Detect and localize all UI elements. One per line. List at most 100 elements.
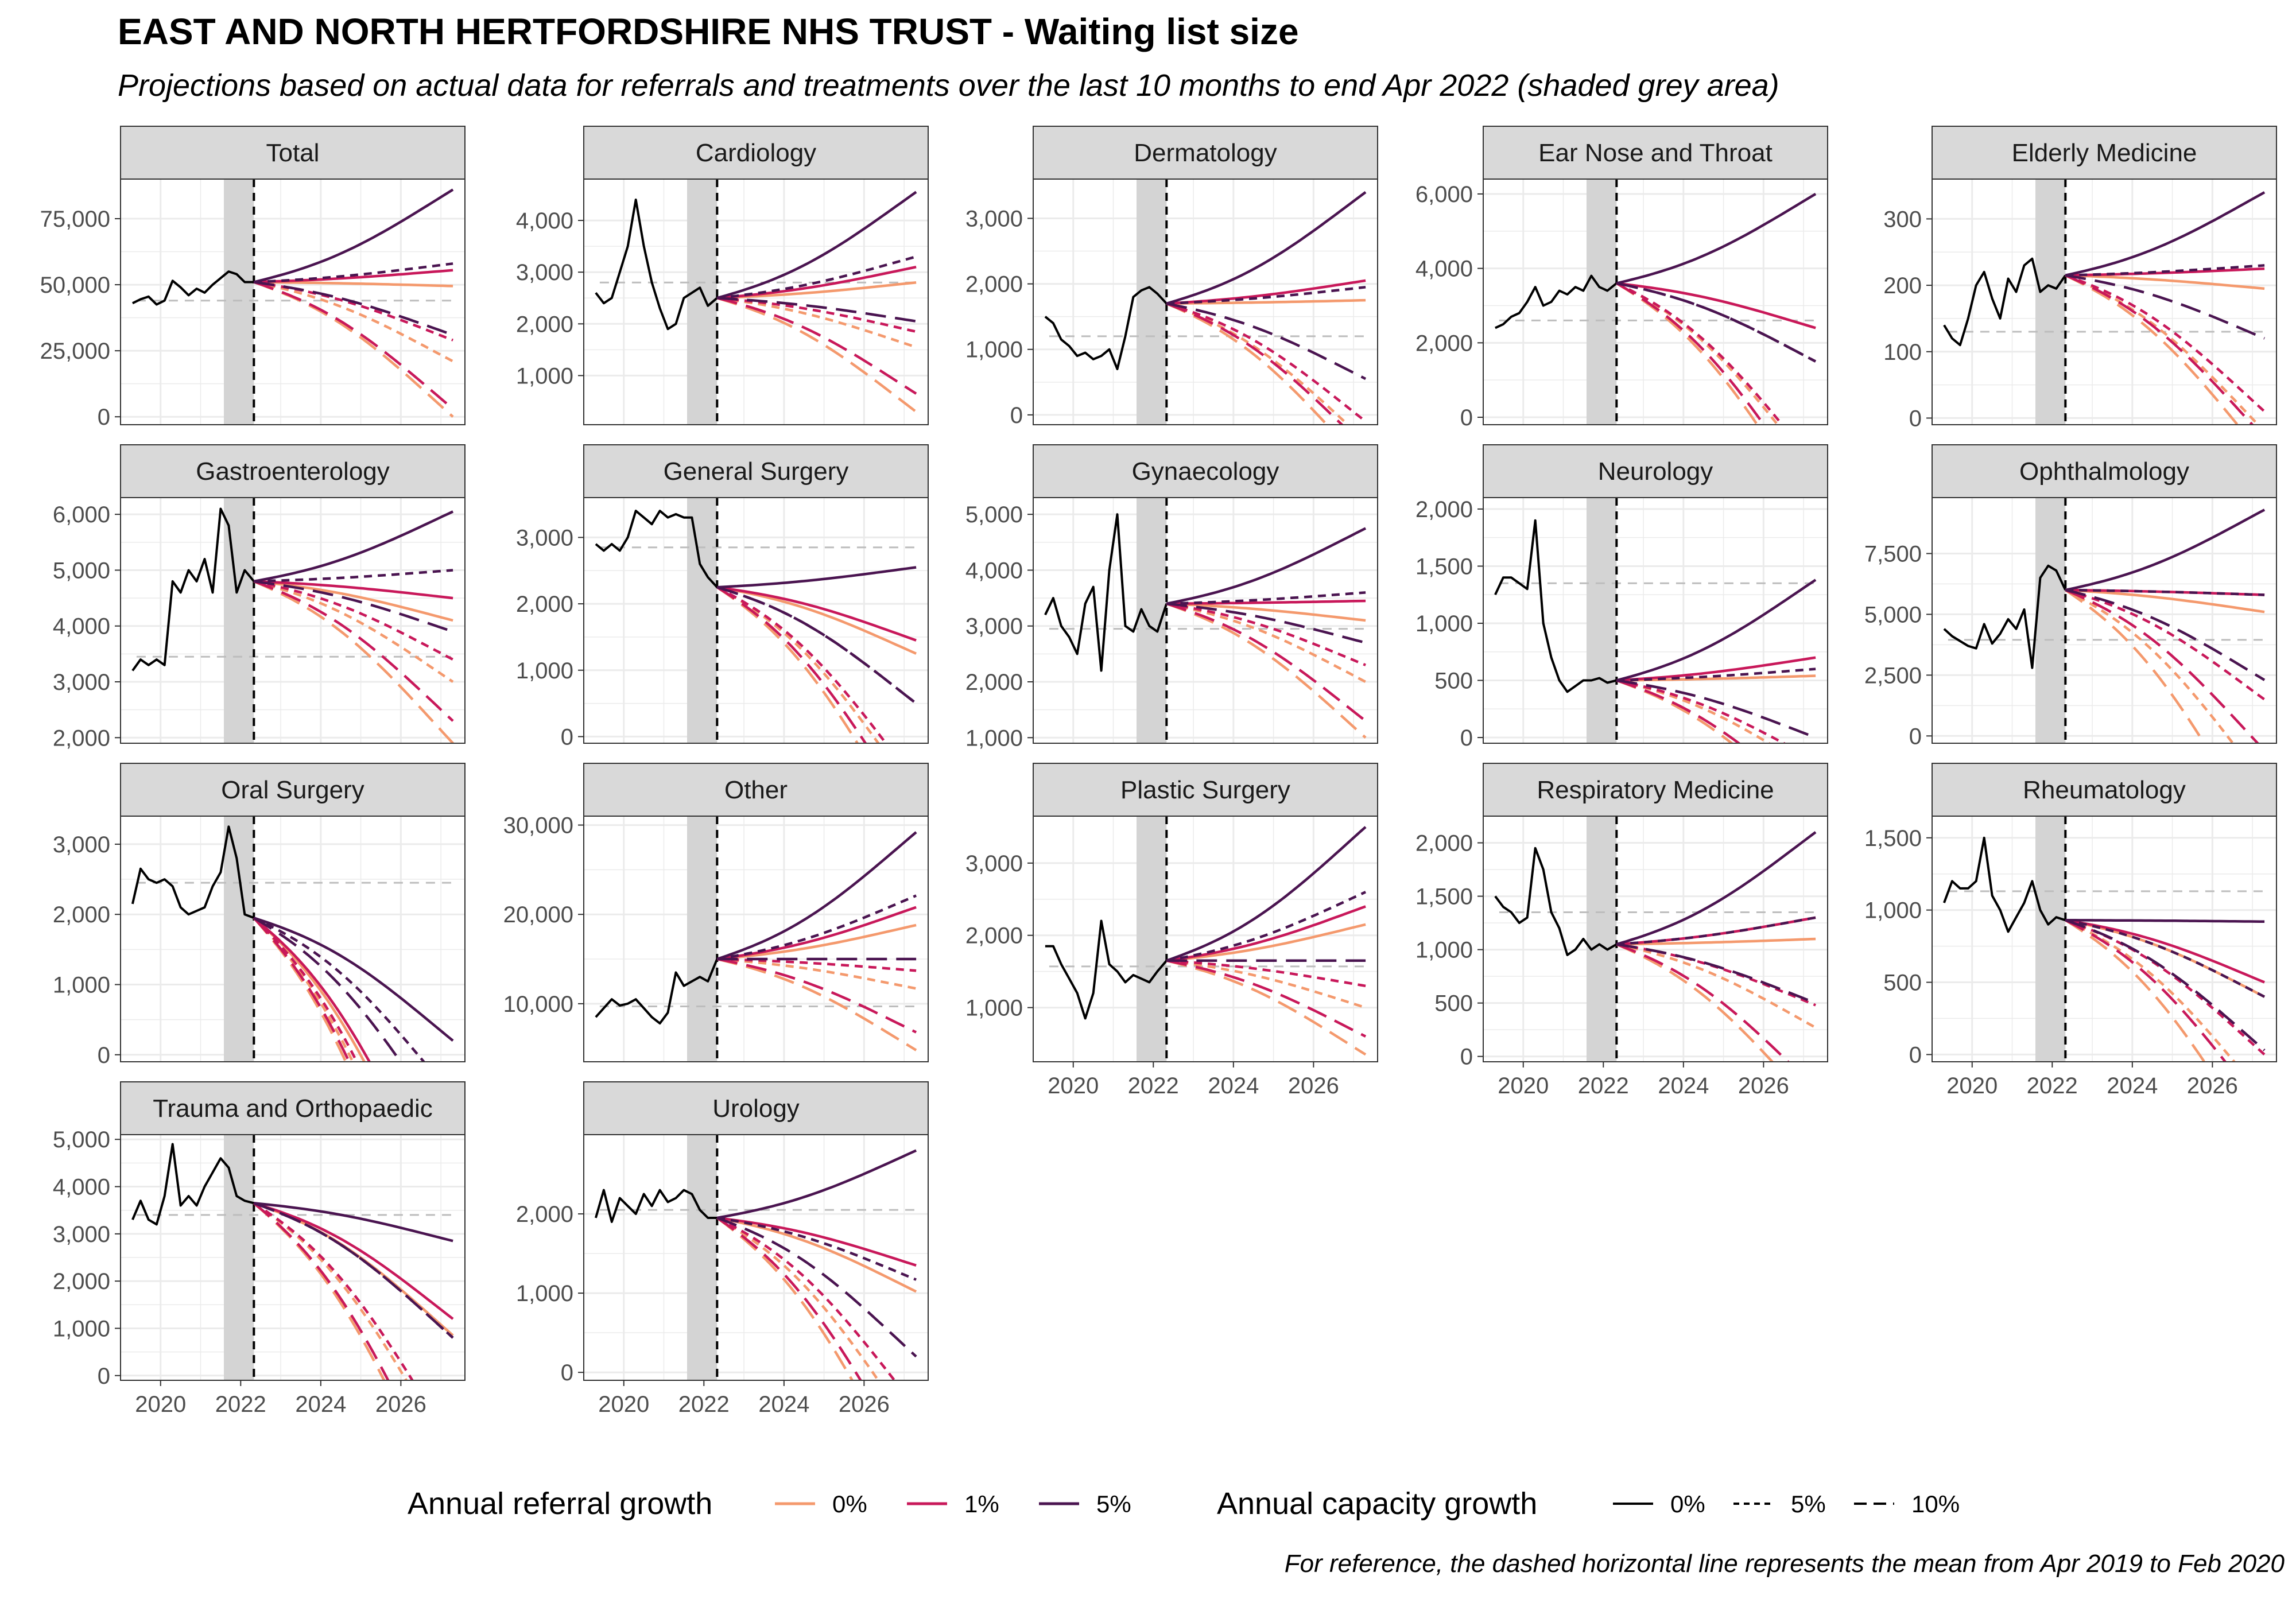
x-tick-label: 2020 — [1048, 1073, 1099, 1098]
facet-plastic-surgery: Plastic Surgery 1,000 2,000 3,000 2020 2022 20… — [965, 763, 1378, 1098]
y-tick-label: 1,000 — [53, 1316, 110, 1341]
panel-border — [120, 178, 466, 425]
panel-marks — [595, 179, 917, 425]
y-tick-label: 2,000 — [965, 923, 1023, 949]
projection-line — [1166, 602, 1367, 739]
shaded-period — [224, 816, 254, 1062]
y-tick-label: 4,000 — [53, 1175, 110, 1200]
projection-line — [2065, 274, 2260, 425]
projection-line — [254, 1202, 453, 1243]
projection-line — [1166, 826, 1367, 962]
projection-line — [2065, 589, 2206, 743]
y-tick-label: 0 — [561, 1360, 573, 1385]
facet-ophthalmology: Ophthalmology 0 2,500 5,000 7,500 — [1864, 444, 2277, 749]
facet-strip — [1033, 444, 1378, 498]
projection-line — [2065, 588, 2265, 596]
projection-line — [1166, 923, 1366, 962]
actual-line — [595, 510, 718, 588]
x-tick-label: 2024 — [1208, 1073, 1259, 1098]
y-tick-label: 3,000 — [965, 851, 1023, 876]
x-tick-label: 2026 — [839, 1392, 890, 1417]
y-tick-label: 4,000 — [1415, 257, 1473, 282]
projection-line — [716, 1217, 854, 1380]
x-tick-label: 2026 — [2187, 1073, 2238, 1098]
projection-line — [716, 585, 917, 642]
panel-marks — [1943, 816, 2266, 1062]
panel-border — [1932, 178, 2277, 425]
y-tick-label: 0 — [1909, 724, 1922, 749]
facet-strip-label: Ophthalmology — [2019, 457, 2189, 486]
y-tick-label: 0 — [98, 1043, 110, 1068]
shaded-period — [687, 816, 718, 1062]
legend-label-referral: 0% — [832, 1490, 867, 1517]
projection-line — [2065, 264, 2265, 277]
y-tick-label: 3,000 — [53, 832, 110, 857]
y-tick-label: 0 — [1909, 406, 1922, 431]
facet-strip-label: Trauma and Orthopaedic — [153, 1094, 433, 1123]
shaded-period — [687, 1135, 718, 1380]
projection-line — [1166, 302, 1350, 425]
actual-line — [1494, 519, 1617, 693]
facet-strip — [1033, 126, 1378, 180]
projection-line — [1166, 905, 1366, 962]
facet-strip-label: Cardiology — [696, 139, 816, 167]
projection-line — [1166, 302, 1367, 423]
y-tick-label: 5,000 — [53, 1127, 110, 1152]
facet-strip-label: Other — [724, 776, 788, 804]
actual-line — [131, 507, 255, 671]
projection-line — [716, 297, 917, 413]
y-tick-label: 30,000 — [503, 813, 573, 839]
projection-line — [2065, 588, 2266, 681]
panel-grid — [1483, 179, 1828, 425]
projection-line — [253, 580, 454, 722]
legend-label-referral: 1% — [964, 1490, 999, 1517]
projection-line — [253, 917, 359, 1062]
projection-line — [1616, 679, 1742, 743]
projection-line — [1166, 191, 1367, 305]
facet-strip-label: Gastroenterology — [196, 457, 390, 486]
projection-line — [716, 296, 917, 348]
legend-label-capacity: 5% — [1791, 1490, 1826, 1517]
facet-strip — [1483, 444, 1828, 498]
panel-marks — [595, 816, 917, 1062]
actual-line — [595, 199, 718, 331]
y-tick-label: 1,000 — [53, 972, 110, 997]
panel-grid — [584, 498, 928, 743]
projection-line — [1166, 302, 1344, 425]
projection-line — [1166, 302, 1329, 425]
panel-marks — [1044, 179, 1367, 425]
shaded-period — [687, 498, 718, 743]
facet-respiratory-medicine: Respiratory Medicine 0 500 1,000 1,500 2,000 2… — [1415, 763, 1828, 1098]
legend-label-capacity: 0% — [1670, 1490, 1705, 1517]
projection-line — [1616, 943, 1817, 1029]
projection-line — [2065, 919, 2265, 984]
panel-border — [1033, 178, 1378, 425]
actual-line — [1045, 919, 1168, 1020]
x-tick-label: 2022 — [1128, 1073, 1179, 1098]
projection-line — [1616, 937, 1816, 946]
projection-line — [253, 580, 454, 661]
projection-line — [2065, 274, 2239, 425]
projection-line — [1616, 667, 1816, 682]
y-tick-label: 2,000 — [516, 312, 573, 337]
y-tick-label: 4,000 — [516, 208, 573, 234]
projection-line — [716, 1217, 880, 1380]
x-tick-label: 2024 — [2107, 1073, 2158, 1098]
projection-line — [1166, 891, 1367, 962]
x-tick-label: 2022 — [678, 1392, 730, 1417]
panel-grid — [121, 816, 465, 1062]
shaded-period — [2035, 179, 2066, 425]
facet-strip — [1932, 444, 2277, 498]
y-tick-label: 1,000 — [1415, 938, 1473, 963]
x-tick-label: 2022 — [2027, 1073, 2078, 1098]
projection-line — [253, 1202, 408, 1380]
shaded-period — [224, 498, 254, 743]
actual-line — [595, 958, 719, 1025]
projection-line — [1166, 602, 1367, 722]
facet-strip — [120, 1081, 466, 1135]
facet-strip-label: Elderly Medicine — [2012, 139, 2197, 167]
projection-line — [253, 917, 366, 1062]
projection-line — [717, 923, 917, 961]
projection-line — [717, 566, 917, 589]
